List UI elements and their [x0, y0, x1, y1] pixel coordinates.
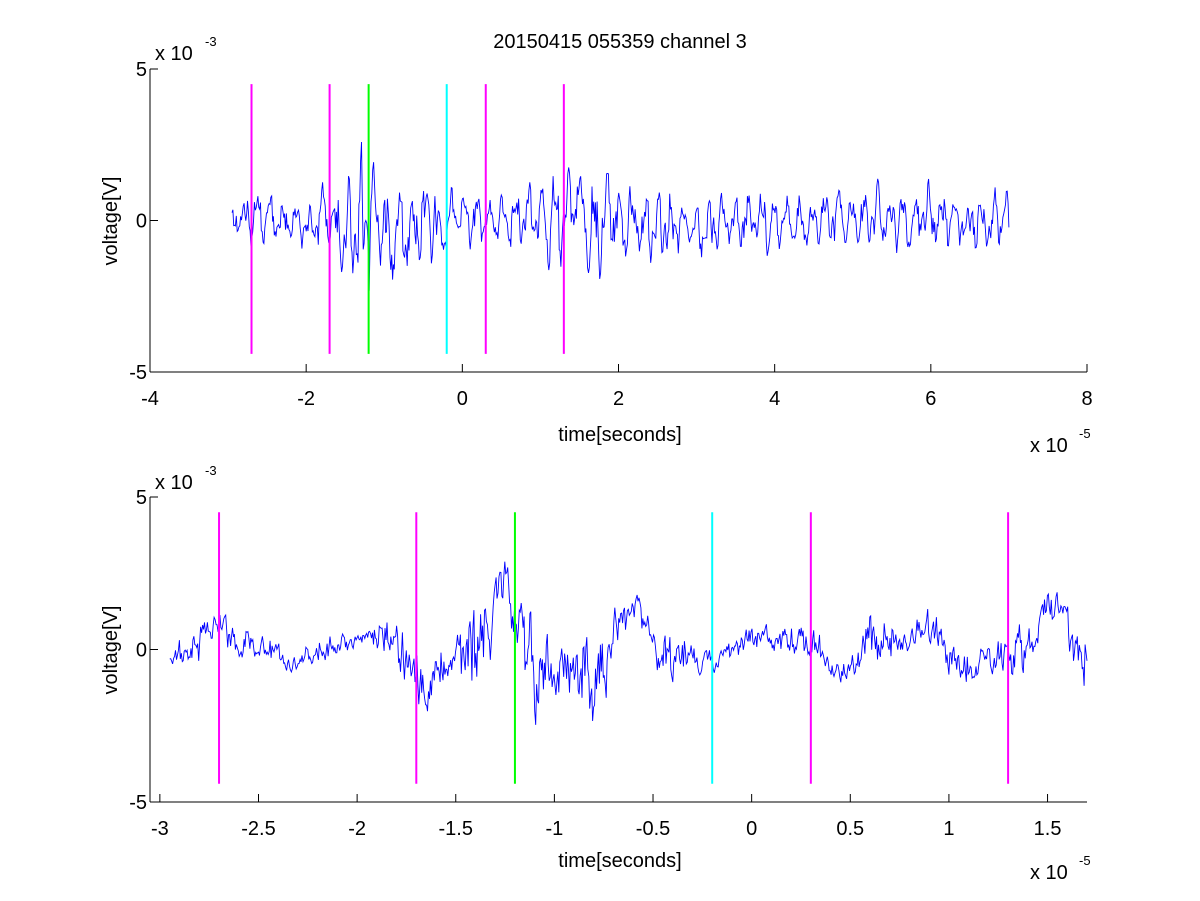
- top-y-tick-label: -5: [129, 362, 147, 384]
- top-x-tick-label: 6: [925, 388, 936, 410]
- bottom-x-tick-label: -3: [151, 818, 169, 840]
- top-x-tick-label: -4: [141, 388, 159, 410]
- top-y-multiplier: x 10: [155, 43, 193, 65]
- bottom-y-exponent: -3: [205, 463, 217, 478]
- bottom-x-tick-label: -2: [348, 818, 366, 840]
- bottom-y-tick-label: 5: [136, 487, 147, 509]
- bottom-signal-trace: [169, 561, 1088, 725]
- bottom-x-axis-label: time[seconds]: [558, 850, 681, 872]
- top-x-exponent: -5: [1079, 426, 1091, 441]
- top-x-tick-label: -2: [297, 388, 315, 410]
- bottom-y-tick-label: 0: [136, 640, 147, 662]
- top-y-tick-label: 5: [136, 59, 147, 81]
- top-x-tick-label: 8: [1081, 388, 1092, 410]
- top-x-multiplier: x 10: [1030, 435, 1068, 457]
- top-x-tick-label: 4: [769, 388, 780, 410]
- bottom-y-axis-label: voltage[V]: [100, 606, 122, 695]
- top-signal-trace: [231, 141, 1010, 291]
- top-x-axis-label: time[seconds]: [558, 424, 681, 446]
- bottom-x-tick-label: -0.5: [636, 818, 670, 840]
- figure-title: 20150415 055359 channel 3: [493, 31, 747, 53]
- bottom-x-exponent: -5: [1079, 853, 1091, 868]
- bottom-y-multiplier: x 10: [155, 472, 193, 494]
- bottom-y-tick-label: -5: [129, 792, 147, 814]
- bottom-x-tick-label: -1.5: [439, 818, 473, 840]
- bottom-x-tick-label: 1: [943, 818, 954, 840]
- bottom-x-multiplier: x 10: [1030, 862, 1068, 884]
- bottom-x-tick-label: 1.5: [1034, 818, 1062, 840]
- top-x-tick-label: 2: [613, 388, 624, 410]
- top-y-exponent: -3: [205, 34, 217, 49]
- bottom-x-tick-label: 0: [746, 818, 757, 840]
- top-x-tick-label: 0: [457, 388, 468, 410]
- bottom-x-tick-label: -1: [545, 818, 563, 840]
- top-y-tick-label: 0: [136, 211, 147, 233]
- bottom-x-tick-label: 0.5: [836, 818, 864, 840]
- top-y-axis-label: voltage[V]: [100, 177, 122, 266]
- top-panel: x 10 -3 x 10 -5 time[seconds] voltage[V]…: [100, 34, 1093, 457]
- bottom-x-tick-label: -2.5: [241, 818, 275, 840]
- bottom-panel: x 10 -3 x 10 -5 time[seconds] voltage[V]…: [100, 463, 1091, 884]
